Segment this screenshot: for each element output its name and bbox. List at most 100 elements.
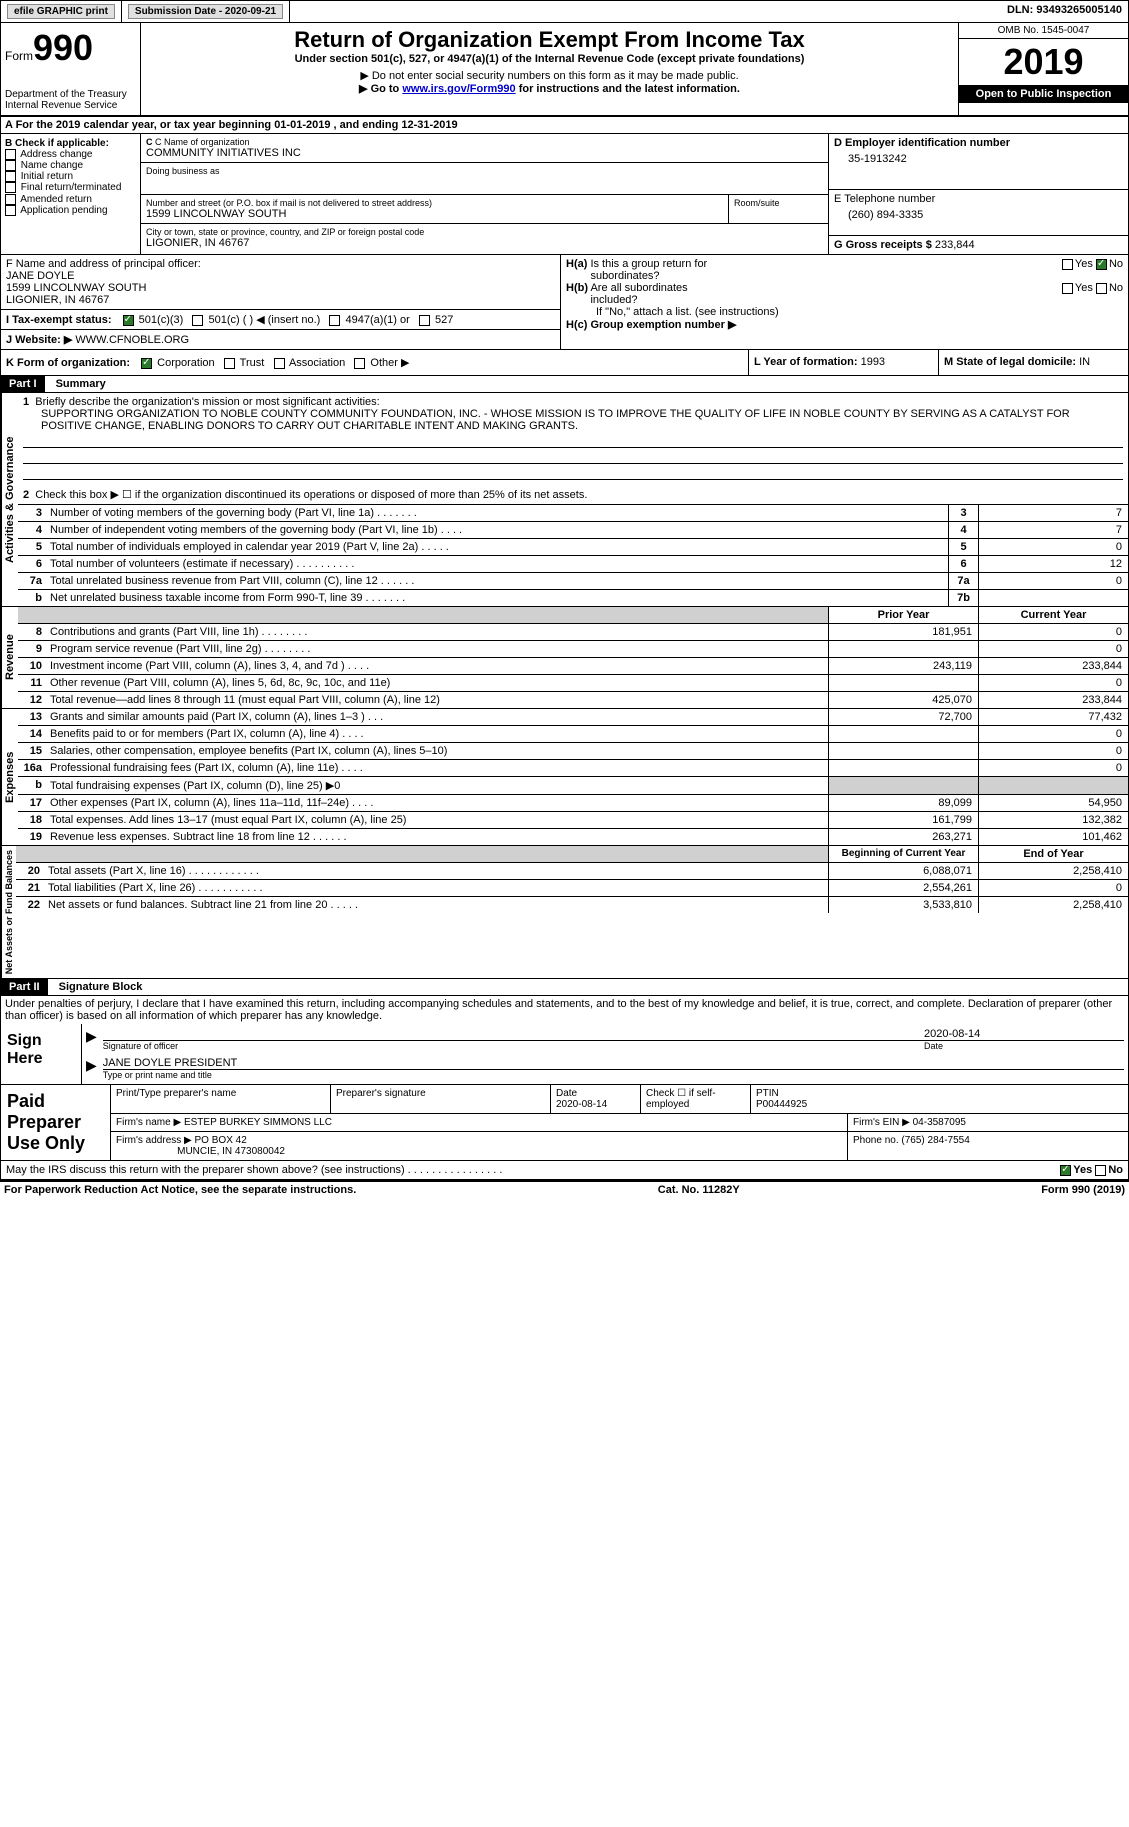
- note1: ▶ Do not enter social security numbers o…: [145, 69, 954, 82]
- g-label: G Gross receipts $: [834, 239, 932, 251]
- paid-prep-label: Paid Preparer Use Only: [1, 1085, 111, 1160]
- l-label: L Year of formation:: [754, 356, 858, 368]
- discuss: May the IRS discuss this return with the…: [6, 1164, 502, 1176]
- hb-yes[interactable]: [1062, 283, 1073, 294]
- revenue-block: Revenue Prior Year Current Year 8Contrib…: [0, 607, 1129, 709]
- dba-label: Doing business as: [146, 166, 823, 176]
- m-label: M State of legal domicile:: [944, 356, 1076, 368]
- section-a: A For the 2019 calendar year, or tax yea…: [0, 116, 1129, 134]
- footer-left: For Paperwork Reduction Act Notice, see …: [4, 1184, 356, 1196]
- info-grid: B Check if applicable: Address change Na…: [0, 134, 1129, 255]
- discuss-yes[interactable]: [1060, 1165, 1071, 1176]
- prep-sig-label: Preparer's signature: [331, 1085, 551, 1113]
- website: WWW.CFNOBLE.ORG: [75, 334, 189, 346]
- note2-pre: ▶ Go to: [359, 83, 402, 95]
- part2-header: Part II: [1, 979, 48, 995]
- date-label: Date: [924, 1041, 1124, 1051]
- j-label: J Website: ▶: [6, 334, 72, 346]
- open-inspection: Open to Public Inspection: [959, 86, 1128, 103]
- e-label: E Telephone number: [834, 193, 1123, 205]
- form-title: Return of Organization Exempt From Incom…: [145, 27, 954, 53]
- part1-header: Part I: [1, 376, 45, 392]
- firm-addr1: PO BOX 42: [195, 1135, 247, 1146]
- room-label: Room/suite: [734, 198, 823, 208]
- footer-right: Form 990 (2019): [1041, 1184, 1125, 1196]
- hb-no[interactable]: [1096, 283, 1107, 294]
- line2: Check this box ▶ ☐ if the organization d…: [35, 489, 587, 501]
- top-bar: efile GRAPHIC print Submission Date - 20…: [0, 0, 1129, 23]
- officer-printed: JANE DOYLE PRESIDENT: [103, 1057, 1124, 1070]
- boxb-item: Application pending: [5, 205, 136, 216]
- officer-addr1: 1599 LINCOLNWAY SOUTH: [6, 282, 555, 294]
- current-header: Current Year: [978, 607, 1128, 623]
- exp-vlabel: Expenses: [1, 709, 18, 845]
- k-label: K Form of organization:: [6, 357, 130, 369]
- ptin: P00444925: [756, 1099, 807, 1110]
- c-label: C Name of organization: [155, 137, 250, 147]
- addr-label: Number and street (or P.O. box if mail i…: [146, 198, 723, 208]
- note2-post: for instructions and the latest informat…: [516, 83, 740, 95]
- d-label: D Employer identification number: [834, 137, 1010, 149]
- omb: OMB No. 1545-0047: [959, 23, 1128, 39]
- governance-block: Activities & Governance 1 Briefly descri…: [0, 393, 1129, 607]
- sig-date: 2020-08-14: [924, 1028, 1124, 1040]
- boxb-item: Amended return: [5, 194, 136, 205]
- beg-header: Beginning of Current Year: [828, 846, 978, 862]
- officer-addr2: LIGONIER, IN 46767: [6, 294, 555, 306]
- officer-name: JANE DOYLE: [6, 270, 555, 282]
- net-vlabel: Net Assets or Fund Balances: [1, 846, 16, 978]
- org-name: COMMUNITY INITIATIVES INC: [146, 147, 823, 159]
- prep-name-label: Print/Type preparer's name: [111, 1085, 331, 1113]
- declaration: Under penalties of perjury, I declare th…: [0, 996, 1129, 1024]
- subtitle: Under section 501(c), 527, or 4947(a)(1)…: [145, 53, 954, 65]
- footer: For Paperwork Reduction Act Notice, see …: [0, 1180, 1129, 1198]
- netassets-block: Net Assets or Fund Balances Beginning of…: [0, 846, 1129, 979]
- box-b-title: B Check if applicable:: [5, 138, 136, 149]
- phone: (260) 894-3335: [834, 209, 1123, 221]
- submission-button[interactable]: Submission Date - 2020-09-21: [128, 4, 283, 19]
- tax-year: 2019: [959, 39, 1128, 86]
- type-name-label: Type or print name and title: [103, 1070, 1124, 1080]
- street-address: 1599 LINCOLNWAY SOUTH: [146, 208, 723, 220]
- ein: 35-1913242: [834, 153, 1123, 165]
- hb-note: If "No," attach a list. (see instruction…: [566, 306, 1123, 318]
- firm-phone: (765) 284-7554: [901, 1135, 969, 1146]
- end-header: End of Year: [978, 846, 1128, 862]
- boxb-item: Address change: [5, 149, 136, 160]
- domicile: IN: [1079, 356, 1090, 368]
- prep-date: 2020-08-14: [556, 1099, 607, 1110]
- efile-button[interactable]: efile GRAPHIC print: [7, 4, 115, 19]
- form-header: Form990 Department of the Treasury Inter…: [0, 23, 1129, 116]
- discuss-no[interactable]: [1095, 1165, 1106, 1176]
- form-word: Form: [5, 49, 33, 63]
- ha-no[interactable]: [1096, 259, 1107, 270]
- form-number: 990: [33, 27, 93, 68]
- ha-yes[interactable]: [1062, 259, 1073, 270]
- i-label: I Tax-exempt status:: [6, 314, 112, 326]
- dln: DLN: 93493265005140: [1001, 1, 1128, 22]
- firm-addr2: MUNCIE, IN 473080042: [177, 1146, 285, 1157]
- gross-receipts: 233,844: [935, 239, 975, 251]
- line1-label: Briefly describe the organization's miss…: [35, 396, 379, 408]
- footer-mid: Cat. No. 11282Y: [658, 1184, 740, 1196]
- prior-header: Prior Year: [828, 607, 978, 623]
- boxb-item: Name change: [5, 160, 136, 171]
- part2-title: Signature Block: [51, 979, 151, 995]
- hc-label: H(c) Group exemption number ▶: [566, 319, 736, 331]
- firm-name: ESTEP BURKEY SIMMONS LLC: [184, 1117, 332, 1128]
- check-self: Check ☐ if self-employed: [641, 1085, 751, 1113]
- gov-vlabel: Activities & Governance: [1, 393, 18, 606]
- expenses-block: Expenses 13Grants and similar amounts pa…: [0, 709, 1129, 846]
- boxb-item: Initial return: [5, 171, 136, 182]
- irs-link[interactable]: www.irs.gov/Form990: [402, 83, 515, 95]
- city-label: City or town, state or province, country…: [146, 227, 823, 237]
- mission: SUPPORTING ORGANIZATION TO NOBLE COUNTY …: [23, 408, 1123, 432]
- city-state-zip: LIGONIER, IN 46767: [146, 237, 823, 249]
- sig-officer-label: Signature of officer: [103, 1041, 924, 1051]
- year-formation: 1993: [861, 356, 885, 368]
- dept: Department of the Treasury Internal Reve…: [5, 89, 136, 111]
- firm-ein: 04-3587095: [913, 1117, 966, 1128]
- f-label: F Name and address of principal officer:: [6, 258, 555, 270]
- part1-title: Summary: [48, 376, 114, 392]
- sign-here: Sign Here: [1, 1024, 81, 1084]
